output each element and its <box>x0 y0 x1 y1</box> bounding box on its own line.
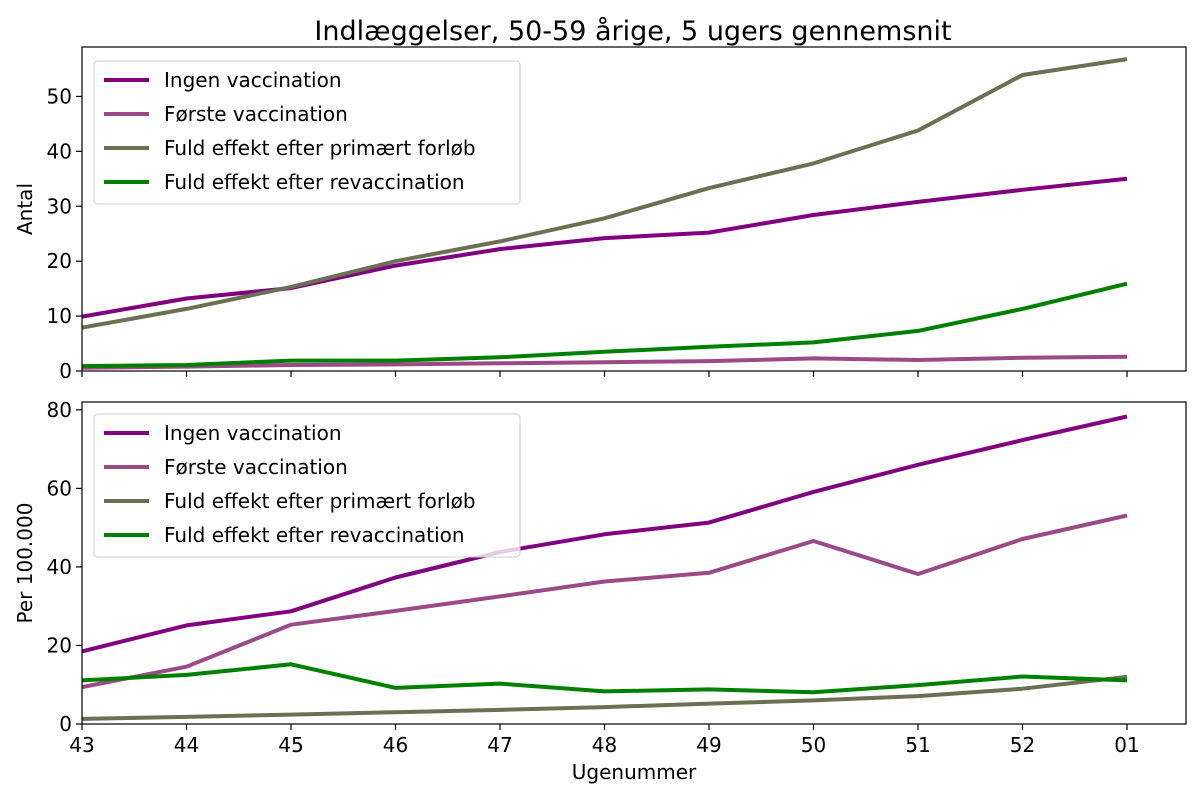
legend-label: Ingen vaccination <box>164 68 342 92</box>
x-tick-label: 45 <box>278 733 303 757</box>
series-line-4 <box>81 281 1128 369</box>
x-tick-label: 43 <box>69 733 94 757</box>
y-tick-label: 20 <box>47 633 72 657</box>
legend-label: Fuld effekt efter revaccination <box>164 170 465 194</box>
series-line-2 <box>81 354 1128 370</box>
legend-label: Ingen vaccination <box>164 421 342 445</box>
x-tick-label: 44 <box>174 733 199 757</box>
x-tick-label: 47 <box>487 733 512 757</box>
chart-title: Indlæggelser, 50-59 årige, 5 ugers genne… <box>314 16 951 47</box>
x-tick-label: 49 <box>696 733 721 757</box>
x-tick-label: 51 <box>905 733 930 757</box>
x-tick-label: 46 <box>383 733 408 757</box>
y-tick-label: 30 <box>47 194 72 218</box>
legend-label: Første vaccination <box>164 455 348 479</box>
series-line-3 <box>81 674 1128 721</box>
x-tick-label: 50 <box>801 733 826 757</box>
legend: Ingen vaccination Første vaccination Fuld … <box>93 60 521 205</box>
y-tick-label: 20 <box>47 249 72 273</box>
legend-label: Fuld effekt efter revaccination <box>164 523 465 547</box>
plot-area-frame <box>81 401 1187 725</box>
legend-box <box>93 413 521 558</box>
y-axis-label: Per 100.000 <box>13 503 37 624</box>
series-line-1 <box>81 414 1128 654</box>
x-tick-label: 52 <box>1010 733 1035 757</box>
x-tick-label: 48 <box>592 733 617 757</box>
x-axis-label: Ugenummer <box>572 760 697 784</box>
legend: Ingen vaccination Første vaccination Fuld … <box>93 413 521 558</box>
series-line-4 <box>81 662 1128 695</box>
y-tick-label: 0 <box>59 712 72 736</box>
plot-area-frame <box>81 46 1187 372</box>
x-tick-label: 01 <box>1114 733 1139 757</box>
y-tick-label: 0 <box>59 359 72 383</box>
series-line-2 <box>81 513 1128 690</box>
series-line-3 <box>81 57 1128 330</box>
panel-bottom: 0 20 40 60 80 43 44 45 46 47 48 49 50 51 52 01 Per 100.0… <box>13 398 1187 784</box>
y-tick-label: 50 <box>47 84 72 108</box>
y-axis-label: Antal <box>13 183 37 235</box>
y-tick-label: 40 <box>47 139 72 163</box>
legend-label: Første vaccination <box>164 102 348 126</box>
y-tick-label: 80 <box>47 398 72 422</box>
legend-label: Fuld effekt efter primært forløb <box>164 136 476 160</box>
series-line-1 <box>81 176 1128 319</box>
legend-box <box>93 60 521 205</box>
legend-label: Fuld effekt efter primært forløb <box>164 489 476 513</box>
y-tick-label: 40 <box>47 555 72 579</box>
y-tick-label: 10 <box>47 304 72 328</box>
y-tick-label: 60 <box>47 476 72 500</box>
panel-top: 0 10 20 30 40 50 Antal Ingen vaccination Første … <box>13 46 1187 383</box>
